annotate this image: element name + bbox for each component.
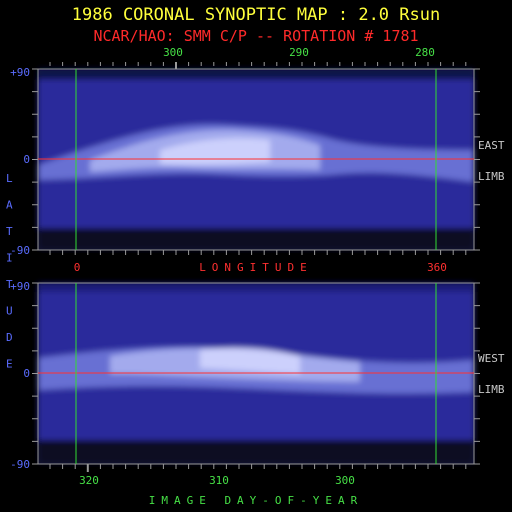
bottom-panel (37, 282, 475, 465)
longitude-tick-label: 360 (427, 261, 447, 274)
day-of-year-axis-label: IMAGE DAY-OF-YEAR (149, 494, 364, 507)
top-axis-tick-label: 290 (289, 46, 309, 59)
longitude-axis-label: LONGITUDE (199, 261, 313, 274)
latitude-label-letter: A (6, 199, 13, 212)
top-axis-tick-label: 300 (163, 46, 183, 59)
bottom-ytick-label: 0 (23, 367, 30, 380)
latitude-label-letter: L (6, 172, 13, 185)
bottom-ytick-label: -90 (10, 458, 30, 471)
tick-marks (32, 62, 480, 472)
top-ytick-label: -90 (10, 244, 30, 257)
latitude-label-letter: D (6, 331, 13, 344)
map-title: 1986 CORONAL SYNOPTIC MAP : 2.0 Rsun (71, 5, 441, 25)
top-ytick-label: +90 (10, 66, 30, 79)
east-label: EAST (478, 139, 505, 152)
top-axis-tick-label: 280 (415, 46, 435, 59)
west-label: WEST (478, 352, 505, 365)
map-subtitle: NCAR/HAO: SMM C/P -- ROTATION # 1781 (93, 27, 419, 45)
latitude-label-letter: E (6, 358, 13, 371)
day-tick-label: 320 (79, 474, 99, 487)
top-ytick-label: 0 (23, 153, 30, 166)
latitude-label-letter: T (6, 278, 13, 291)
top-panel (37, 68, 475, 251)
latitude-label-letter: U (6, 305, 13, 318)
latitude-label-letter: I (6, 252, 13, 265)
day-tick-label: 310 (209, 474, 229, 487)
day-tick-label: 300 (335, 474, 355, 487)
bottom-ytick-label: +90 (10, 280, 30, 293)
longitude-tick-label: 0 (74, 261, 81, 274)
latitude-label-letter: T (6, 225, 13, 238)
limb-label: LIMB (478, 170, 505, 183)
limb-label: LIMB (478, 383, 505, 396)
